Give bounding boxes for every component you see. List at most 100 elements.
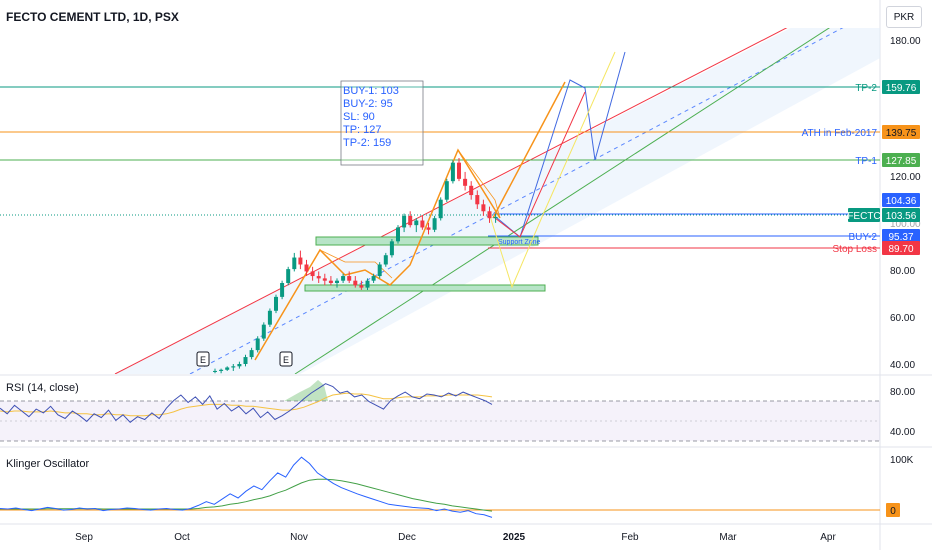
klinger-signal-line	[0, 478, 493, 512]
channel-fill	[115, 28, 880, 374]
buy2-label: BUY-2	[848, 232, 877, 243]
tp1-label: TP-1	[855, 156, 877, 167]
red-projection-line	[494, 91, 586, 238]
axis-badges: 159.76 139.75 127.85 104.36 103.56 95.37…	[882, 80, 920, 255]
note-box-lines: BUY-1: 103 BUY-2: 95 SL: 90 TP: 127 TP-2…	[343, 85, 399, 149]
time-tick: 2025	[503, 532, 526, 543]
candle-body[interactable]	[444, 181, 449, 200]
price-tick: 80.00	[890, 266, 915, 277]
klinger-label[interactable]: Klinger Oscillator	[6, 458, 90, 470]
candle-body[interactable]	[396, 227, 400, 242]
tp1-badge	[882, 153, 920, 167]
stop-loss-value: 89.70	[888, 244, 913, 255]
candle-body[interactable]	[359, 285, 364, 288]
candle-body[interactable]	[493, 216, 498, 219]
ticker-badge	[848, 208, 880, 222]
candle-body[interactable]	[365, 280, 370, 288]
candle-body[interactable]	[231, 366, 236, 368]
candle-body[interactable]	[274, 296, 278, 311]
klinger-line	[0, 456, 493, 518]
ath-badge	[882, 125, 920, 139]
candle-body[interactable]	[249, 350, 254, 358]
note-line: TP-2: 159	[343, 137, 391, 149]
klinger-pane	[0, 456, 880, 518]
tp2-label: TP-2	[855, 83, 877, 94]
tp2-badge	[882, 80, 920, 94]
klinger-tick: 100K	[890, 455, 914, 466]
candle-body[interactable]	[316, 276, 321, 279]
earnings-marker[interactable]	[279, 351, 293, 367]
candle-body[interactable]	[237, 364, 242, 367]
candle-body[interactable]	[261, 324, 266, 339]
candle-body[interactable]	[402, 215, 407, 228]
candle-body[interactable]	[310, 271, 315, 277]
candle-body[interactable]	[438, 199, 443, 219]
candle-body[interactable]	[475, 195, 480, 205]
time-tick: Mar	[719, 532, 737, 543]
candle-body[interactable]	[267, 310, 272, 325]
candle-body[interactable]	[408, 215, 413, 226]
candle-body[interactable]	[450, 162, 455, 182]
candle-body[interactable]	[286, 269, 291, 283]
support-zone-lower[interactable]	[304, 284, 546, 292]
rsi-pane	[0, 380, 880, 442]
klinger-zero-badge	[886, 503, 900, 517]
price-axis[interactable]: 180.00 120.00 100.00 80.00 60.00 40.00	[890, 36, 921, 371]
candle-body[interactable]	[481, 204, 486, 212]
candle-body[interactable]	[335, 280, 339, 283]
candle-body[interactable]	[463, 178, 468, 186]
candle-body[interactable]	[243, 357, 248, 364]
support-zone-upper[interactable]	[315, 236, 539, 246]
price-tick: 60.00	[890, 313, 915, 324]
candle-body[interactable]	[383, 255, 388, 265]
time-tick: Feb	[621, 532, 639, 543]
time-tick: Sep	[75, 532, 93, 543]
tp1-value: 127.85	[886, 156, 917, 167]
candle-body[interactable]	[298, 257, 303, 265]
candle-body[interactable]	[420, 220, 425, 228]
earnings-marker-label: E	[283, 355, 289, 365]
rsi-label[interactable]: RSI (14, close)	[6, 382, 79, 394]
time-tick: Dec	[398, 532, 416, 543]
candle-body[interactable]	[353, 280, 358, 286]
buy2-value: 95.37	[888, 232, 913, 243]
candle-body[interactable]	[426, 227, 431, 230]
note-box[interactable]	[340, 80, 424, 166]
candle-body[interactable]	[469, 185, 474, 196]
candle-body[interactable]	[328, 280, 333, 283]
price-tick: 180.00	[890, 36, 921, 47]
support-zone-label: Support Zone	[498, 239, 541, 246]
candle-body[interactable]	[389, 241, 394, 256]
candle-body[interactable]	[292, 257, 297, 270]
price-tick: 40.00	[890, 360, 915, 371]
currency-button[interactable]: PKR	[886, 6, 922, 28]
price-pane: Support Zone E E	[0, 28, 880, 374]
rsi-overbought-fill	[284, 380, 328, 401]
candle-body[interactable]	[322, 278, 327, 281]
candle-body[interactable]	[225, 367, 230, 370]
candle-body[interactable]	[255, 338, 260, 351]
candle-body[interactable]	[414, 220, 419, 226]
candle-body[interactable]	[432, 218, 437, 230]
candle-body[interactable]	[347, 276, 352, 281]
earnings-marker-label: E	[200, 355, 206, 365]
orange-flag-line-2	[457, 149, 501, 219]
candle-body[interactable]	[377, 264, 382, 277]
price-tick: 120.00	[890, 172, 921, 183]
candle-body[interactable]	[219, 369, 224, 371]
candle-body[interactable]	[371, 276, 376, 281]
candle-body[interactable]	[457, 162, 461, 179]
candle-body[interactable]	[487, 211, 492, 219]
earnings-marker[interactable]	[196, 351, 210, 367]
candle-body[interactable]	[304, 264, 309, 272]
candle-body[interactable]	[341, 276, 346, 281]
candle-body[interactable]	[280, 283, 285, 297]
ath-label: ATH in Feb-2017	[802, 128, 878, 139]
time-tick: Nov	[290, 532, 308, 543]
candle-body[interactable]	[213, 370, 217, 372]
time-axis[interactable]: Sep Oct Nov Dec 2025 Feb Mar Apr	[75, 532, 836, 543]
last-price-badge	[882, 208, 920, 222]
klinger-zero-label: 0	[890, 506, 896, 517]
